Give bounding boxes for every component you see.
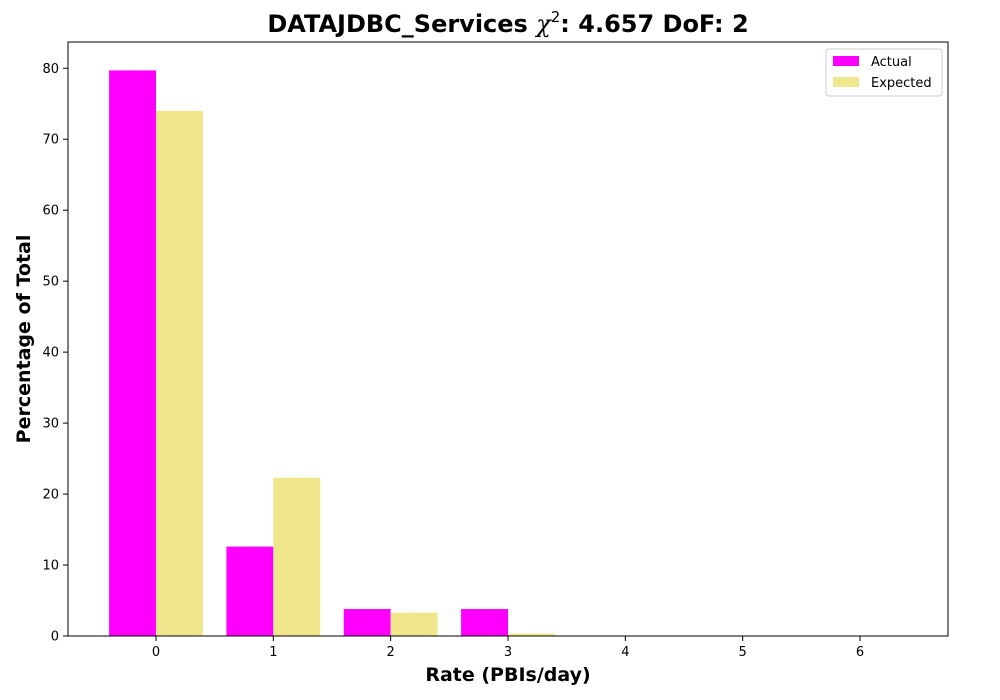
bar-actual-2 bbox=[343, 609, 391, 636]
bar-expected-0 bbox=[156, 110, 203, 637]
y-tick-label-60: 60 bbox=[42, 204, 59, 219]
y-tick-label-10: 10 bbox=[42, 559, 59, 574]
y-tick-label-50: 50 bbox=[42, 275, 59, 290]
legend-label-expected: Expected bbox=[871, 76, 932, 91]
bar-actual-1 bbox=[226, 546, 274, 636]
x-tick-label-2: 2 bbox=[387, 645, 395, 660]
y-tick-label-40: 40 bbox=[42, 346, 59, 361]
chart-title-chi: χ bbox=[534, 10, 552, 38]
legend-swatch-actual bbox=[833, 56, 859, 66]
x-tick-label-3: 3 bbox=[504, 645, 512, 660]
chart-title-rest: : 4.657 DoF: 2 bbox=[560, 10, 748, 38]
x-tick-label-0: 0 bbox=[152, 645, 160, 660]
x-tick-label-1: 1 bbox=[269, 645, 277, 660]
bar-expected-1 bbox=[273, 477, 321, 636]
legend: Actual Expected bbox=[825, 48, 943, 97]
y-tick-label-20: 20 bbox=[42, 488, 59, 503]
x-tick-label-5: 5 bbox=[739, 645, 747, 660]
bar-actual-0 bbox=[109, 70, 156, 636]
x-tick-label-6: 6 bbox=[856, 645, 864, 660]
x-tick-label-4: 4 bbox=[621, 645, 629, 660]
chart-title-superscript: 2 bbox=[551, 8, 561, 26]
chart-title: DATAJDBC_Services χ2: 4.657 DoF: 2 bbox=[267, 8, 748, 38]
y-axis-label: Percentage of Total bbox=[13, 235, 35, 444]
bar-actual-3 bbox=[461, 609, 508, 636]
y-tick-label-0: 0 bbox=[51, 630, 59, 645]
y-tick-label-80: 80 bbox=[42, 62, 59, 77]
plot-frame bbox=[67, 41, 949, 637]
legend-swatch-expected bbox=[833, 77, 859, 87]
chart-title-main: DATAJDBC_Services bbox=[267, 10, 536, 38]
y-tick-label-70: 70 bbox=[42, 133, 59, 148]
bar-expected-2 bbox=[390, 612, 438, 636]
legend-label-actual: Actual bbox=[871, 55, 912, 70]
bar-expected-3 bbox=[508, 633, 555, 636]
x-axis-label: Rate (PBIs/day) bbox=[425, 664, 590, 686]
y-tick-label-30: 30 bbox=[42, 417, 59, 432]
